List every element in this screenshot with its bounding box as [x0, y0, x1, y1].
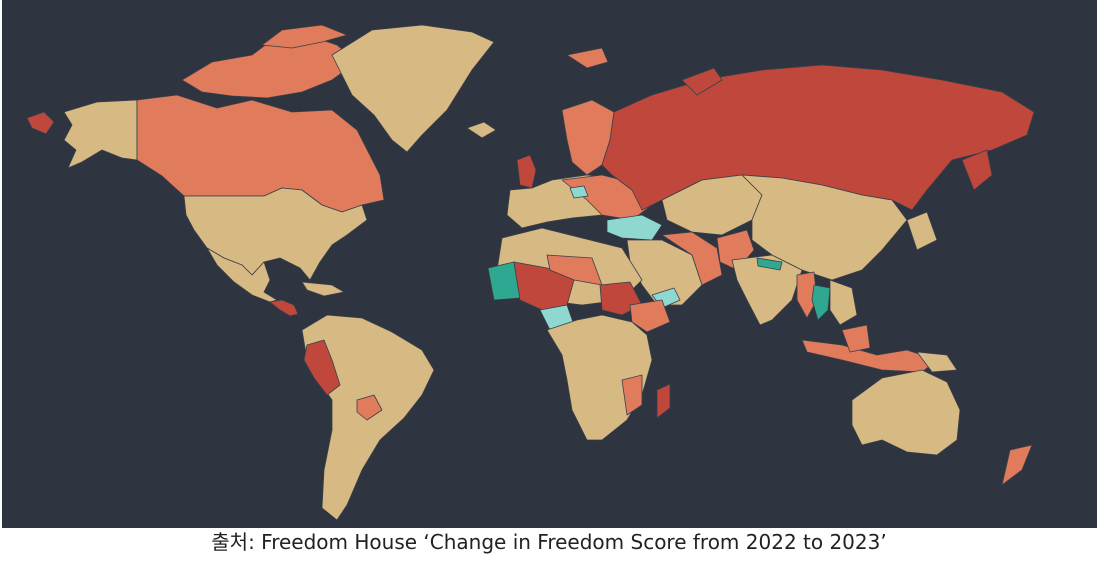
region-ethiopia: [629, 299, 671, 333]
region-korea-japan: [906, 211, 938, 251]
region-china-mongolia: [741, 174, 908, 281]
region-russia-north-islands: [681, 67, 723, 96]
region-aleutian-islands: [26, 111, 55, 135]
region-thailand: [811, 284, 831, 321]
region-greenland: [331, 24, 495, 153]
region-alaska: [63, 99, 138, 169]
region-ukraine-area: [569, 185, 589, 199]
region-new-guinea: [916, 351, 958, 373]
region-paraguay: [356, 394, 383, 421]
region-arctic-islands-2: [261, 24, 348, 49]
source-caption: 출처: Freedom House ‘Change in Freedom Sco…: [211, 530, 887, 554]
region-iceland: [466, 121, 497, 139]
world-map: [2, 0, 1097, 528]
region-svalbard: [566, 47, 609, 69]
region-new-zealand: [1001, 444, 1033, 486]
region-kamchatka: [961, 149, 993, 191]
region-myanmar: [796, 271, 818, 319]
region-australia: [851, 369, 961, 456]
region-madagascar: [656, 383, 671, 419]
region-niger: [546, 254, 603, 286]
region-caribbean: [301, 281, 345, 297]
region-indochina: [829, 279, 858, 326]
region-nepal: [756, 257, 783, 271]
region-mexico: [206, 247, 278, 303]
region-united-kingdom: [516, 154, 537, 189]
region-peru: [303, 339, 341, 396]
region-mozambique: [621, 374, 643, 416]
region-central-america-decline: [269, 299, 299, 317]
region-russia: [601, 64, 1035, 211]
world-map-svg: [2, 0, 1097, 528]
region-borneo: [841, 324, 871, 353]
